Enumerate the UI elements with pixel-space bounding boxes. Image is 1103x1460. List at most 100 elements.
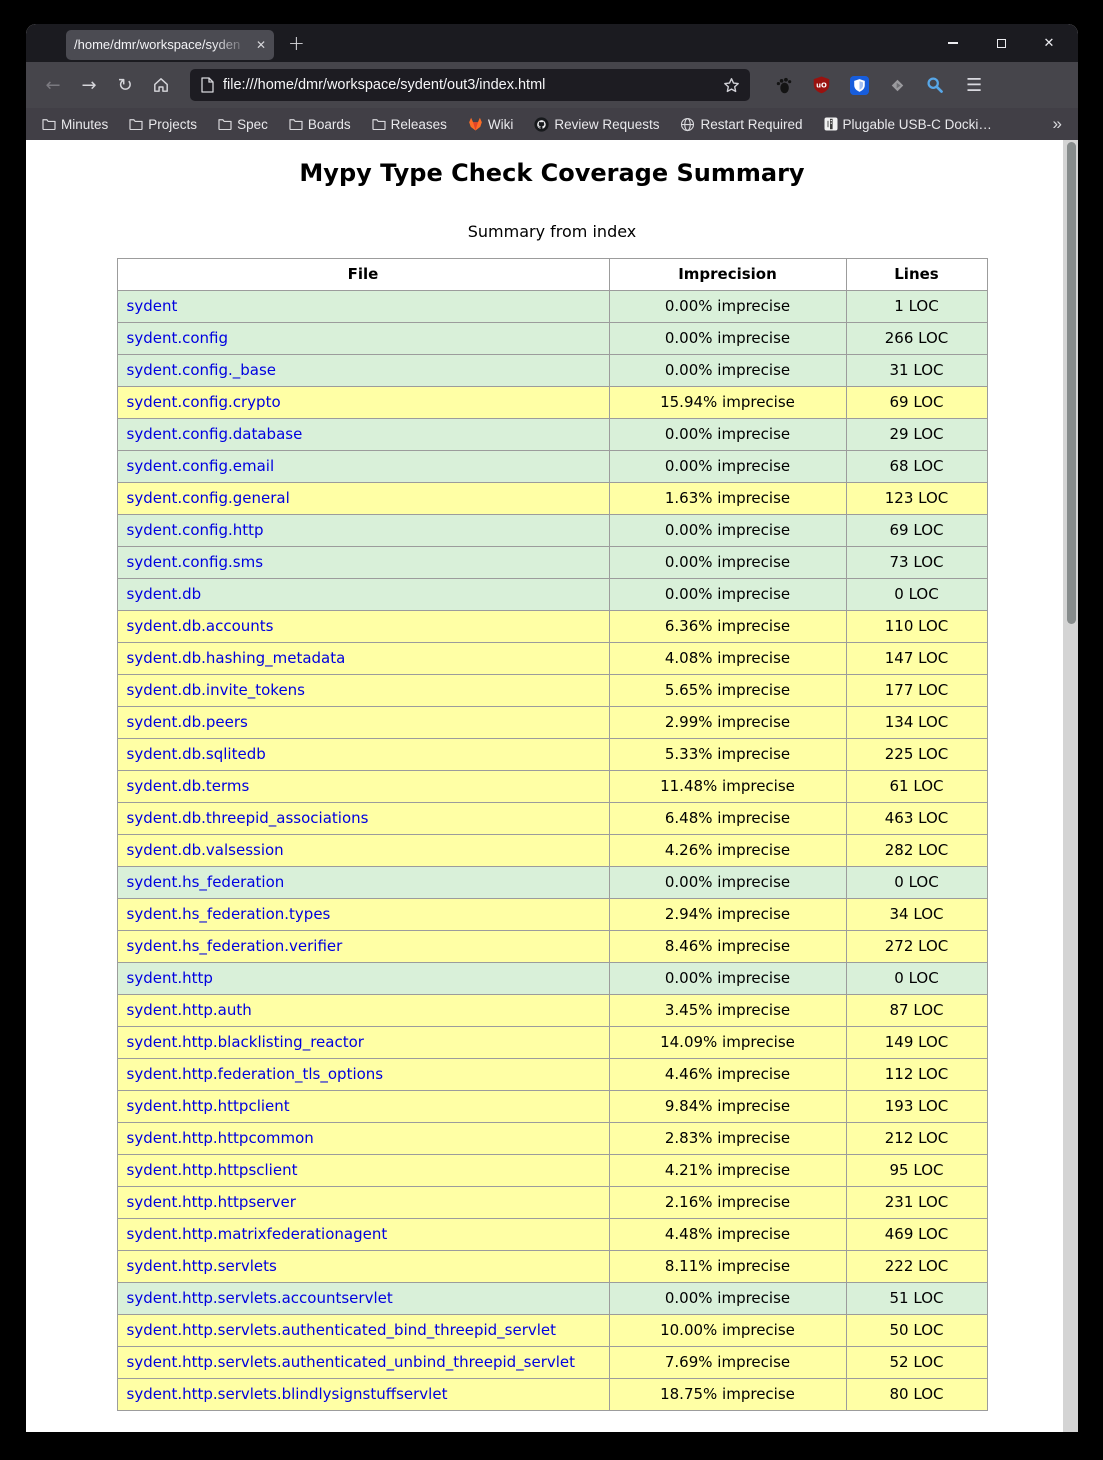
file-link[interactable]: sydent.http.servlets.authenticated_unbin… [126,1353,576,1371]
imprecision-cell: 0.00% imprecise [608,546,847,579]
lines-cell: 463 LOC [845,802,988,835]
bookmark-item-boards[interactable]: Boards [289,117,351,132]
file-cell: sydent.http.httpserver [116,1186,610,1219]
gnome-foot-icon[interactable] [770,72,796,98]
file-link[interactable]: sydent.db.accounts [126,617,274,635]
svg-text:uO: uO [816,82,827,90]
bookmark-item-restart-required[interactable]: Restart Required [680,117,803,132]
imprecision-cell: 6.36% imprecise [608,610,847,643]
table-header-lines: Lines [845,258,988,291]
new-tab-button[interactable]: + [288,31,305,55]
file-link[interactable]: sydent.http.servlets.blindlysignstuffser… [126,1385,448,1403]
search-icon[interactable] [922,72,948,98]
file-link[interactable]: sydent.http.httpsclient [126,1161,298,1179]
table-row: sydent.config._base 0.00% imprecise 31 LOC [116,354,988,387]
file-link[interactable]: sydent.config._base [126,361,277,379]
reload-button[interactable]: ↻ [117,74,133,96]
lines-cell: 469 LOC [845,1218,988,1251]
bookmark-item-review-requests[interactable]: Review Requests [534,117,659,132]
home-button[interactable] [146,70,176,100]
ublock-origin-icon[interactable]: uO [808,72,834,98]
file-link[interactable]: sydent.http.federation_tls_options [126,1065,384,1083]
bookmark-item-spec[interactable]: Spec [218,117,268,132]
file-link[interactable]: sydent.config.general [126,489,290,507]
maximize-button[interactable] [990,32,1012,54]
file-link[interactable]: sydent.config.database [126,425,303,443]
minimize-button[interactable] [942,32,964,54]
file-link[interactable]: sydent.hs_federation.types [126,905,331,923]
bookmark-label: Minutes [61,116,109,132]
table-row: sydent.http.auth 3.45% imprecise 87 LOC [116,994,988,1027]
file-cell: sydent.hs_federation.verifier [116,930,610,963]
imprecision-cell: 3.45% imprecise [608,994,847,1027]
coverage-table-body: sydent 0.00% imprecise 1 LOC sydent.config 0… [116,290,988,1411]
bookmark-label: Review Requests [554,116,660,132]
file-link[interactable]: sydent.config.crypto [126,393,281,411]
file-link[interactable]: sydent.config.http [126,521,264,539]
file-link[interactable]: sydent.http.httpcommon [126,1129,314,1147]
imprecision-cell: 2.94% imprecise [608,898,847,931]
imprecision-cell: 11.48% imprecise [608,770,847,803]
file-link[interactable]: sydent.config [126,329,229,347]
file-cell: sydent.db.valsession [116,834,610,867]
file-link[interactable]: sydent.db [126,585,202,603]
bookmark-item-minutes[interactable]: Minutes [42,117,108,132]
file-link[interactable]: sydent.http [126,969,213,987]
page-scrollbar[interactable] [1063,140,1078,1432]
file-link[interactable]: sydent.db.hashing_metadata [126,649,346,667]
browser-tab[interactable]: /home/dmr/workspace/syden ✕ [66,29,274,60]
file-link[interactable]: sydent [126,297,178,315]
menu-button[interactable]: ☰ [966,74,983,96]
file-link[interactable]: sydent.http.httpserver [126,1193,296,1211]
file-link[interactable]: sydent.http.matrixfederationagent [126,1225,388,1243]
imprecision-cell: 5.33% imprecise [608,738,847,771]
bookmark-item-releases[interactable]: Releases [372,117,447,132]
file-link[interactable]: sydent.http.servlets [126,1257,277,1275]
window-controls: ✕ [942,32,1060,54]
lines-cell: 80 LOC [845,1378,988,1411]
file-link[interactable]: sydent.hs_federation [126,873,285,891]
imprecision-cell: 4.26% imprecise [608,834,847,867]
file-cell: sydent.config.database [116,418,610,451]
url-bar[interactable]: file:///home/dmr/workspace/sydent/out3/i… [190,69,750,101]
table-row: sydent.db.peers 2.99% imprecise 134 LOC [116,706,988,739]
bookmarks-overflow-chevron[interactable]: » [1052,114,1062,133]
file-cell: sydent.db.accounts [116,610,610,643]
page-content: Mypy Type Check Coverage Summary Summary… [26,140,1078,1432]
tab-close-icon[interactable]: ✕ [255,37,266,52]
file-link[interactable]: sydent.http.servlets.accountservlet [126,1289,393,1307]
file-link[interactable]: sydent.db.terms [126,777,250,795]
file-link[interactable]: sydent.hs_federation.verifier [126,937,343,955]
file-link[interactable]: sydent.db.invite_tokens [126,681,306,699]
file-link[interactable]: sydent.db.threepid_associations [126,809,369,827]
folder-icon [289,119,303,130]
file-link[interactable]: sydent.db.sqlitedb [126,745,266,763]
bookmark-item-wiki[interactable]: Wiki [468,117,513,132]
bookmark-item-projects[interactable]: Projects [129,117,197,132]
back-button[interactable]: ← [45,74,61,96]
bookmark-item-plugable[interactable]: Plugable USB-C Docki… [824,117,992,132]
table-row: sydent.db.threepid_associations 6.48% imp… [116,802,988,835]
file-link[interactable]: sydent.db.valsession [126,841,284,859]
file-cell: sydent.db.hashing_metadata [116,642,610,675]
file-link[interactable]: sydent.config.email [126,457,275,475]
scrollbar-thumb[interactable] [1067,142,1076,624]
lines-cell: 95 LOC [845,1154,988,1187]
close-button[interactable]: ✕ [1043,35,1055,51]
forward-button[interactable]: → [81,74,97,96]
file-link[interactable]: sydent.http.httpclient [126,1097,290,1115]
file-link[interactable]: sydent.http.servlets.authenticated_bind_… [126,1321,557,1339]
lines-cell: 225 LOC [845,738,988,771]
file-link[interactable]: sydent.http.auth [126,1001,252,1019]
bitwarden-icon[interactable] [846,72,872,98]
table-row: sydent.http.servlets.authenticated_bind_… [116,1314,988,1347]
table-row: sydent.db.invite_tokens 5.65% imprecise 17… [116,674,988,707]
bookmark-star-icon[interactable] [723,77,740,94]
file-cell: sydent.config._base [116,354,610,387]
file-link[interactable]: sydent.http.blacklisting_reactor [126,1033,364,1051]
file-link[interactable]: sydent.db.peers [126,713,248,731]
lines-cell: 0 LOC [845,962,988,995]
file-link[interactable]: sydent.config.sms [126,553,264,571]
lines-cell: 31 LOC [845,354,988,387]
extension-icon[interactable] [884,72,910,98]
